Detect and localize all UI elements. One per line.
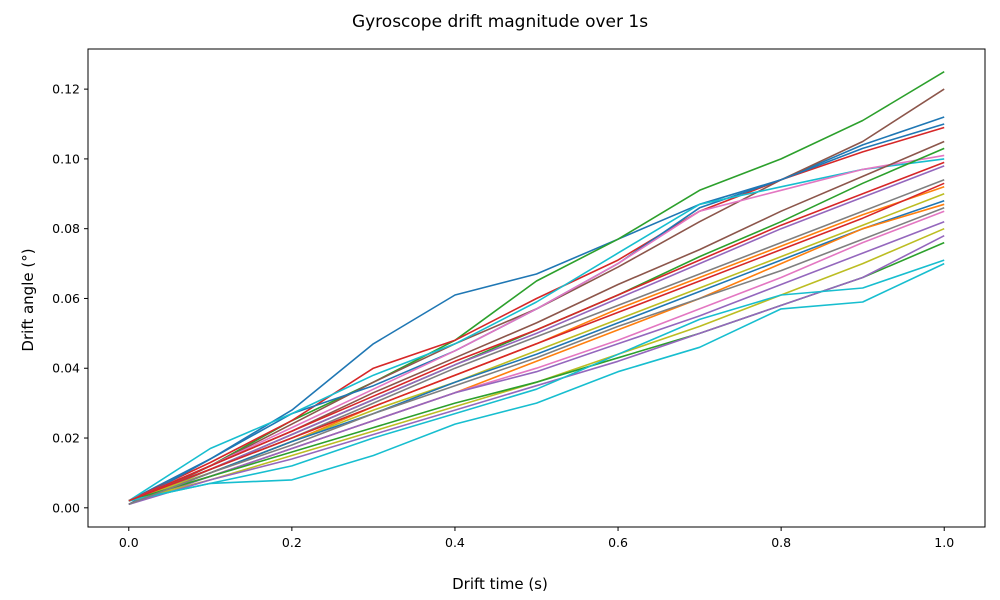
x-tick-label: 0.4 xyxy=(445,535,465,550)
series-line-15 xyxy=(128,200,945,506)
series-line-2 xyxy=(128,71,945,502)
y-tick-label: 0.02 xyxy=(52,431,80,446)
x-axis-label: Drift time (s) xyxy=(452,575,548,593)
series-line-11 xyxy=(128,165,945,502)
y-axis: 0.00 0.02 0.04 0.06 0.08 0.10 0.12 xyxy=(52,82,88,515)
series-line-18 xyxy=(128,220,945,506)
series-line-16 xyxy=(128,203,945,502)
x-axis: 0.0 0.2 0.4 0.6 0.8 1.0 xyxy=(119,527,954,550)
x-tick-label: 0.8 xyxy=(771,535,791,550)
y-tick-label: 0.10 xyxy=(52,151,80,166)
series-line-4 xyxy=(128,126,945,502)
y-tick-label: 0.12 xyxy=(52,82,80,97)
series-line-21 xyxy=(128,234,945,506)
series-line-8 xyxy=(128,140,945,506)
series-line-6 xyxy=(128,158,945,502)
x-tick-label: 0.6 xyxy=(608,535,628,550)
chart-title: Gyroscope drift magnitude over 1s xyxy=(352,12,648,32)
series-line-12 xyxy=(128,179,945,506)
y-axis-label: Drift angle (°) xyxy=(19,248,37,351)
series-line-22 xyxy=(128,259,945,502)
x-tick-label: 1.0 xyxy=(934,535,954,550)
series-line-14 xyxy=(128,193,945,502)
y-tick-label: 0.04 xyxy=(52,361,80,376)
series-line-7 xyxy=(128,154,945,502)
series-line-10 xyxy=(128,161,945,502)
y-tick-label: 0.06 xyxy=(52,291,80,306)
x-tick-label: 0.0 xyxy=(119,535,139,550)
series-line-23 xyxy=(128,262,945,502)
y-tick-label: 0.00 xyxy=(52,500,80,515)
y-tick-label: 0.08 xyxy=(52,221,80,236)
series-line-24 xyxy=(128,207,945,506)
series-layer xyxy=(128,71,945,506)
series-line-25 xyxy=(128,182,945,502)
series-line-1 xyxy=(128,116,945,502)
plot-frame xyxy=(87,48,986,528)
x-tick-label: 0.2 xyxy=(282,535,302,550)
